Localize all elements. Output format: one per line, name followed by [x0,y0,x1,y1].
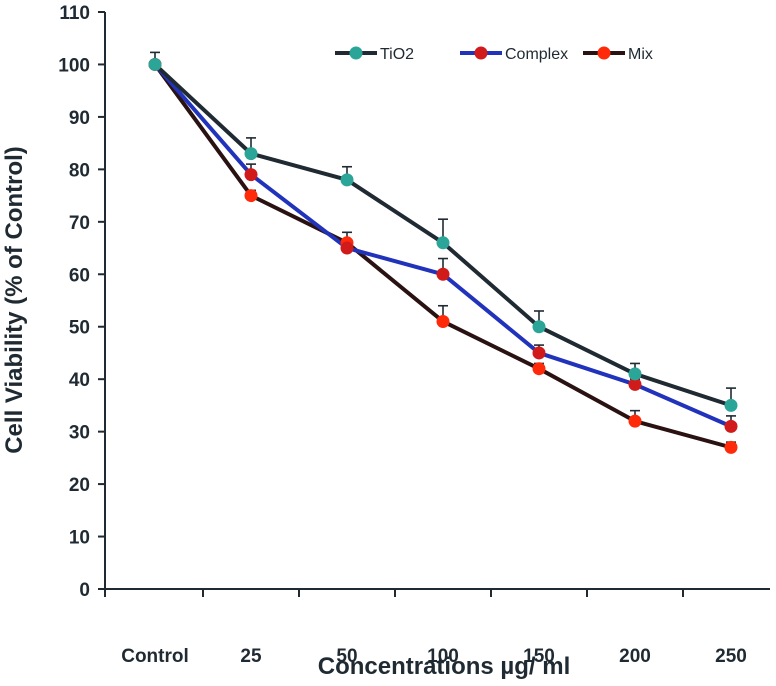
x-tick-label: 50 [336,646,357,667]
data-point-mix [724,440,738,454]
x-axis-title: Concentrations µg/ ml [318,653,571,680]
y-tick-label: 60 [69,265,90,286]
y-tick-label: 70 [69,213,90,234]
data-point-complex [628,377,642,391]
data-point-tio2 [532,320,546,334]
data-point-complex [340,241,354,255]
y-tick-label: 10 [69,528,90,549]
legend-marker-tio2 [349,46,363,60]
legend: TiO2 Complex Mix [335,46,653,63]
y-tick-label: 50 [69,318,90,339]
y-tick-label: 0 [79,580,90,601]
data-point-complex [724,419,738,433]
x-tick-label: 100 [427,646,459,667]
legend-label-mix: Mix [628,46,653,63]
legend-label-complex: Complex [505,46,568,63]
data-point-complex [532,346,546,360]
series [148,57,738,454]
y-tick-label: 30 [69,423,90,444]
legend-label-tio2: TiO2 [380,46,414,63]
x-tick-label: 250 [715,646,747,667]
data-point-tio2 [244,147,258,161]
x-tick-label: 200 [619,646,651,667]
axes: 0 10 20 30 40 50 60 70 80 90 100 110 Control 25 50 100 1… [58,3,770,667]
y-tick-label: 40 [69,370,90,391]
data-point-tio2 [724,398,738,412]
y-tick-label: 100 [58,55,90,76]
data-point-mix [436,314,450,328]
data-point-mix [244,189,258,203]
legend-marker-complex [474,46,488,60]
x-tick-label: Control [121,646,189,667]
y-tick-label: 80 [69,160,90,181]
y-tick-label: 110 [59,3,90,24]
data-point-complex [436,267,450,281]
data-point-complex [244,168,258,182]
data-point-tio2 [148,57,162,71]
y-tick-label: 90 [69,108,90,129]
data-point-mix [532,362,546,376]
data-point-mix [628,414,642,428]
data-point-tio2 [340,173,354,187]
data-point-tio2 [628,367,642,381]
y-tick-label: 20 [69,475,90,496]
data-point-tio2 [436,236,450,250]
x-tick-label: 150 [523,646,555,667]
legend-marker-mix [597,46,611,60]
y-axis-title: Cell Viability (% of Control) [1,146,28,454]
x-tick-label: 25 [240,646,262,667]
